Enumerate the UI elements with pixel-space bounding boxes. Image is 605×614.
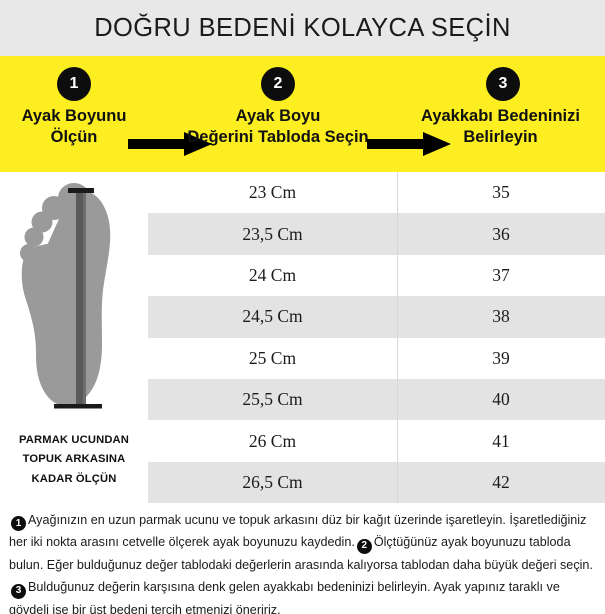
note-3-text: Bulduğunuz değerin karşısına denk gelen … <box>9 580 560 614</box>
table-row: 26,5 Cm 42 <box>148 461 605 504</box>
table-row: 25,5 Cm 40 <box>148 379 605 421</box>
cell-shoe-size: 38 <box>492 306 510 327</box>
table-row: 23 Cm 35 <box>148 172 605 214</box>
table-row: 23,5 Cm 36 <box>148 213 605 255</box>
step-2-badge: 2 <box>261 67 295 101</box>
note-2-badge: 2 <box>356 538 372 554</box>
foot-caption: PARMAK UCUNDAN TOPUK ARKASINA KADAR ÖLÇÜ… <box>0 431 148 489</box>
cell-shoe-size: 39 <box>492 347 510 368</box>
size-table: 23 Cm 35 23,5 Cm 36 24 Cm 37 24,5 Cm 38 … <box>148 172 605 504</box>
step-2-label-line2: Değerini Tabloda Seçin <box>187 128 369 147</box>
foot-illustration-panel: PARMAK UCUNDAN TOPUK ARKASINA KADAR ÖLÇÜ… <box>0 172 148 503</box>
step-1-label-line2: Ölçün <box>50 128 98 147</box>
step-2-label: Ayak Boyu Değerini Tabloda Seçin <box>160 106 396 148</box>
step-3-label-line1: Ayakkabı Bedeninizi <box>421 107 580 125</box>
cell-foot-length: 25,5 Cm <box>242 389 303 410</box>
step-3-label-line2: Belirleyin <box>463 128 538 147</box>
foot-caption-line3: KADAR ÖLÇÜN <box>31 472 117 485</box>
cell-shoe-size: 37 <box>492 264 510 285</box>
cell-shoe-size: 40 <box>492 389 510 410</box>
page-title: DOĞRU BEDENİ KOLAYCA SEÇİN <box>94 13 511 42</box>
foot-silhouette-icon <box>20 183 111 409</box>
arrow-right-icon-2 <box>367 132 451 156</box>
foot-caption-line1: PARMAK UCUNDAN <box>18 434 130 446</box>
note-2-text: Ölçtüğünüz ayak boyunuzu tabloda bulun. … <box>9 535 593 572</box>
step-2-label-line1: Ayak Boyu <box>235 107 321 125</box>
step-3-label: Ayakkabı Bedeninizi Belirleyin <box>396 106 605 148</box>
cell-shoe-size: 36 <box>492 223 510 244</box>
arrow-right-icon-1 <box>128 132 212 156</box>
steps-band: 1 Ayak Boyunu Ölçün 2 Ayak Boyu Değerini… <box>0 56 605 172</box>
footer-notes: 1 Ayağınızın en uzun parmak ucunu ve topu… <box>0 503 605 614</box>
step-3: 3 Ayakkabı Bedeninizi Belirleyin <box>396 56 605 172</box>
cell-foot-length: 23 Cm <box>248 182 297 203</box>
cell-foot-length: 23,5 Cm <box>242 223 303 244</box>
foot-caption-line2: TOPUK ARKASINA <box>22 453 126 466</box>
step-1: 1 Ayak Boyunu Ölçün <box>0 56 148 172</box>
note-1-badge: 1 <box>11 516 26 532</box>
cell-shoe-size: 42 <box>492 471 510 492</box>
cell-foot-length: 24,5 Cm <box>242 306 303 327</box>
cell-foot-length: 24 Cm <box>248 264 297 285</box>
cell-foot-length: 26,5 Cm <box>242 471 303 492</box>
step-1-label: Ayak Boyunu Ölçün <box>0 106 148 148</box>
cell-foot-length: 25 Cm <box>248 347 297 368</box>
cell-foot-length: 26 Cm <box>248 430 297 451</box>
footer-instructions: 1 Ayağınızın en uzun parmak ucunu ve topu… <box>9 509 596 614</box>
table-column-divider <box>397 172 398 503</box>
note-1-text: Ayağınızın en uzun parmak ucunu ve topuk… <box>9 513 587 550</box>
step-2: 2 Ayak Boyu Değerini Tabloda Seçin <box>160 56 396 172</box>
table-row: 25 Cm 39 <box>148 337 605 379</box>
table-row: 24,5 Cm 38 <box>148 296 605 338</box>
step-1-label-line1: Ayak Boyunu <box>21 107 127 125</box>
cell-shoe-size: 41 <box>492 430 510 451</box>
step-3-badge: 3 <box>486 67 520 101</box>
page-title-bar: DOĞRU BEDENİ KOLAYCA SEÇİN <box>0 0 605 56</box>
step-1-badge: 1 <box>57 67 91 101</box>
table-row: 24 Cm 37 <box>148 254 605 297</box>
table-row: 26 Cm 41 <box>148 420 605 462</box>
note-3-badge: 3 <box>11 583 26 599</box>
cell-shoe-size: 35 <box>492 182 510 203</box>
